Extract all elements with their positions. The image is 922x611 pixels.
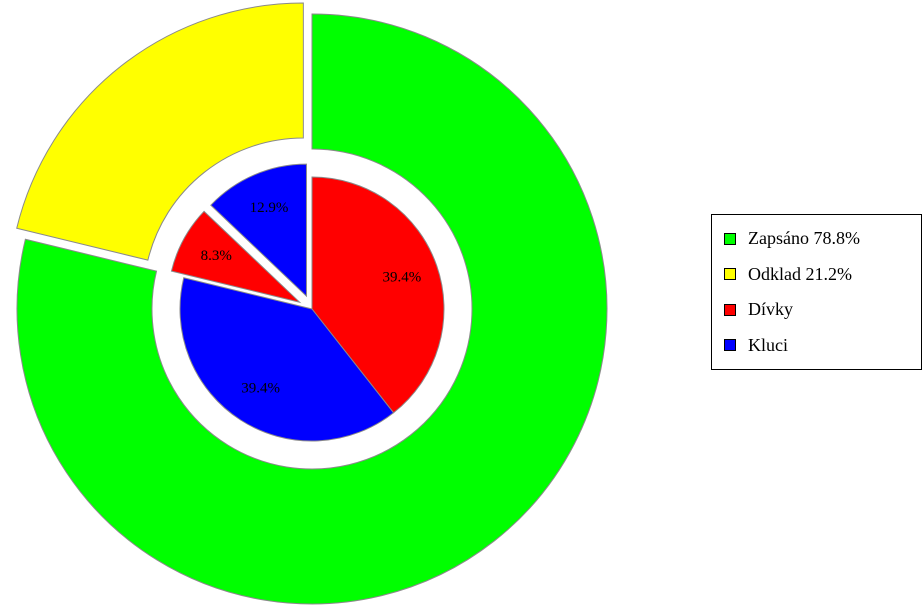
inner-slice-2	[170, 210, 302, 304]
inner-slice-label-0: 39.4%	[382, 269, 421, 285]
legend-label-odklad: Odklad 21.2%	[748, 263, 852, 284]
legend-item-zapsano: Zapsáno 78.8%	[724, 221, 921, 257]
inner-slice-label-3: 12.9%	[250, 200, 289, 216]
legend-swatch-divky	[724, 303, 736, 316]
legend-swatch-kluci	[724, 339, 736, 352]
inner-slice-1	[179, 277, 395, 442]
inner-slice-label-1: 39.4%	[241, 380, 280, 396]
legend-label-zapsano: Zapsáno 78.8%	[748, 228, 860, 249]
legend-item-kluci: Kluci	[724, 328, 921, 364]
legend-swatch-zapsano	[724, 232, 736, 245]
inner-slice-0	[311, 176, 445, 414]
legend-item-divky: Dívky	[724, 292, 921, 328]
legend-label-divky: Dívky	[748, 299, 793, 320]
legend-item-odklad: Odklad 21.2%	[724, 257, 921, 293]
chart-legend: Zapsáno 78.8% Odklad 21.2% Dívky Kluci	[711, 214, 922, 370]
legend-label-kluci: Kluci	[748, 334, 788, 355]
inner-slice-3	[210, 163, 307, 298]
outer-slice-0	[16, 13, 608, 605]
legend-swatch-odklad	[724, 268, 736, 281]
outer-slice-1	[16, 2, 304, 261]
inner-slice-label-2: 8.3%	[201, 248, 232, 264]
